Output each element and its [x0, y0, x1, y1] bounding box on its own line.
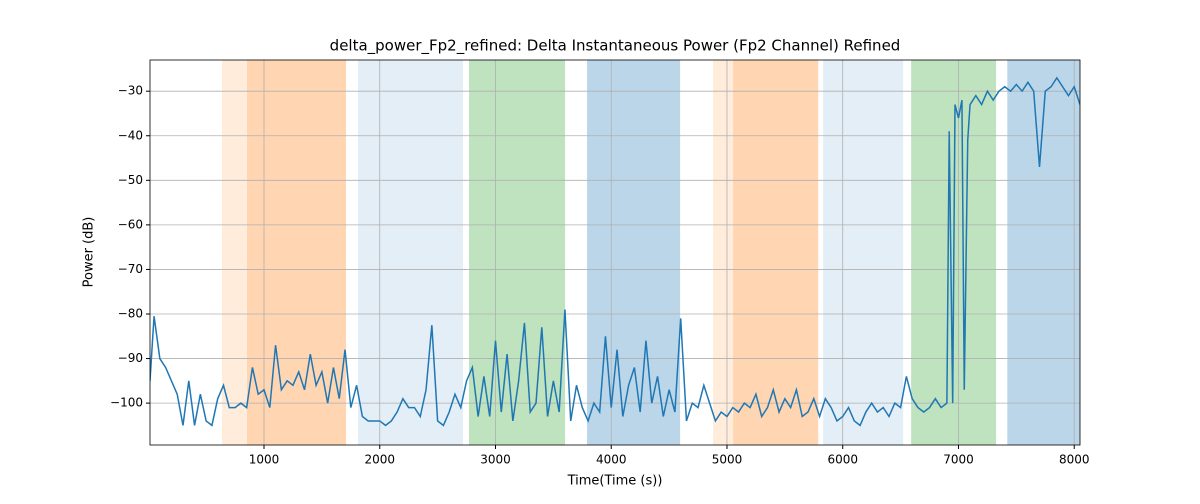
y-tick-label: −60 — [118, 217, 143, 231]
y-tick-label: −100 — [110, 396, 143, 410]
x-tick-label: 6000 — [827, 453, 858, 467]
shaded-span — [357, 60, 463, 445]
y-tick-label: −90 — [118, 351, 143, 365]
shaded-span — [823, 60, 904, 445]
y-tick-label: −70 — [118, 262, 143, 276]
shaded-span — [1007, 60, 1080, 445]
x-tick-label: 3000 — [480, 453, 511, 467]
x-tick-label: 4000 — [596, 453, 627, 467]
shaded-span — [246, 60, 347, 445]
x-axis-label: Time(Time (s)) — [567, 474, 663, 489]
y-tick-label: −30 — [118, 84, 143, 98]
shaded-span — [733, 60, 819, 445]
x-tick-label: 5000 — [712, 453, 743, 467]
y-tick-label: −80 — [118, 306, 143, 320]
x-tick-label: 7000 — [943, 453, 974, 467]
axes-frame — [149, 59, 1081, 446]
x-tick-label: 2000 — [364, 453, 395, 467]
chart-title: delta_power_Fp2_refined: Delta Instantan… — [330, 37, 901, 56]
data-line — [150, 76, 1080, 427]
x-tick-label: 8000 — [1059, 453, 1090, 467]
y-tick-label: −40 — [118, 128, 143, 142]
x-tick-label: 1000 — [249, 453, 280, 467]
y-axis-label: Power (dB) — [82, 217, 97, 288]
y-tick-label: −50 — [118, 173, 143, 187]
shaded-span — [713, 60, 819, 445]
shaded-span — [221, 60, 347, 445]
